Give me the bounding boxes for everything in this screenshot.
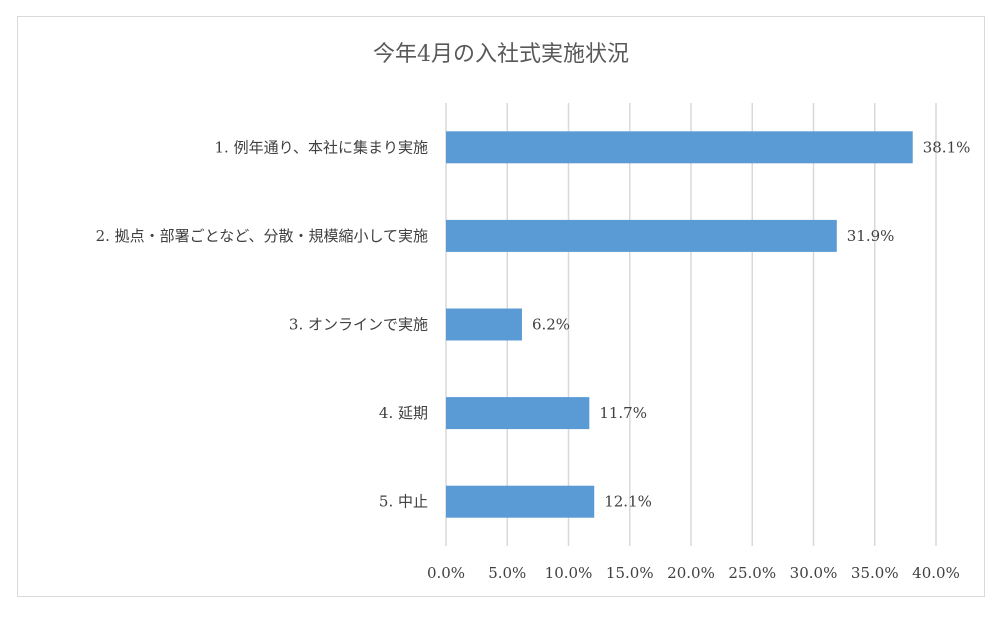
- data-labels: 38.1% 31.9% 6.2% 11.7% 12.1%: [532, 138, 970, 510]
- bar: [446, 397, 590, 430]
- x-tick-label: 30.0%: [790, 564, 838, 582]
- x-tick-label: 35.0%: [851, 564, 899, 582]
- data-label: 31.9%: [847, 227, 895, 245]
- x-tick-label: 10.0%: [545, 564, 593, 582]
- x-tick-label: 40.0%: [912, 564, 960, 582]
- bar: [446, 485, 595, 518]
- x-tick-label: 25.0%: [728, 564, 776, 582]
- category-label: 1. 例年通り、本社に集まり実施: [215, 138, 428, 156]
- x-tick-label: 5.0%: [488, 564, 526, 582]
- bar: [446, 131, 913, 164]
- category-label: 2. 拠点・部署ごとなど、分散・規模縮小して実施: [96, 227, 428, 245]
- x-tick-label: 15.0%: [606, 564, 654, 582]
- chart-title: 今年4月の入社式実施状況: [373, 42, 629, 67]
- data-label: 38.1%: [923, 138, 971, 156]
- bar: [446, 308, 522, 341]
- bars: [446, 131, 913, 518]
- category-label: 3. オンラインで実施: [289, 316, 428, 334]
- gridlines: [445, 103, 937, 546]
- x-tick-labels: 0.0% 5.0% 10.0% 15.0% 20.0% 25.0% 30.0% 35.0% 40…: [427, 564, 960, 582]
- bar: [446, 219, 837, 252]
- x-tick-label: 0.0%: [427, 564, 465, 582]
- data-label: 12.1%: [604, 493, 652, 511]
- data-label: 11.7%: [599, 404, 647, 422]
- category-label: 5. 中止: [379, 493, 428, 511]
- x-tick-label: 20.0%: [667, 564, 715, 582]
- category-labels: 1. 例年通り、本社に集まり実施 2. 拠点・部署ごとなど、分散・規模縮小して実施…: [96, 138, 428, 510]
- data-label: 6.2%: [532, 316, 570, 334]
- category-label: 4. 延期: [379, 404, 428, 422]
